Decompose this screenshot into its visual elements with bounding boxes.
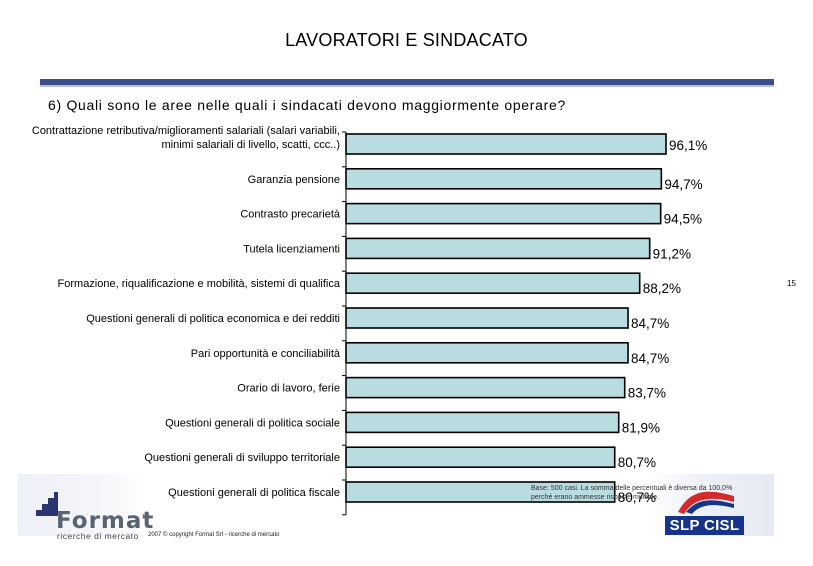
format-trademark: TM <box>142 514 150 520</box>
category-label: Questioni generali di politica fiscale <box>168 487 340 499</box>
data-label: 94,7% <box>664 177 702 192</box>
category-label: Orario di lavoro, ferie <box>237 383 340 395</box>
title-rule-shadow <box>40 85 774 87</box>
bar <box>345 341 629 364</box>
slp-cisl-logo: SLP CISL <box>665 516 744 535</box>
bar <box>345 411 620 434</box>
data-label: 81,9% <box>622 420 660 435</box>
survey-question: 6) Quali sono le aree nelle quali i sind… <box>48 97 566 113</box>
data-label: 96,1% <box>669 138 707 153</box>
format-steps-icon <box>36 492 58 516</box>
slide-title: LAVORATORI E SINDACATO <box>285 30 528 50</box>
category-label: Formazione, riqualificazione e mobilità,… <box>58 278 341 290</box>
category-label: Questioni generali di politica sociale <box>165 417 340 429</box>
copyright-text: 2007 © copyright Format Srl - ricerche d… <box>148 532 280 538</box>
title-rule <box>40 79 774 85</box>
base-note: Base: 500 casi. La somma delle percentua… <box>531 485 733 501</box>
category-label: Questioni generali di politica economica… <box>86 313 340 325</box>
data-label: 84,7% <box>631 316 669 331</box>
bar <box>345 168 663 190</box>
category-label: Tutela licenziamenti <box>243 243 340 255</box>
bar <box>345 376 626 399</box>
data-label: 84,7% <box>631 351 669 366</box>
page-number: 15 <box>787 279 796 288</box>
bar <box>345 133 667 155</box>
category-label: Garanzia pensione <box>248 174 340 186</box>
data-label: 88,2% <box>643 281 681 296</box>
category-label: Questioni generali di sviluppo territori… <box>144 452 340 464</box>
bar <box>345 481 616 503</box>
bar <box>345 307 629 329</box>
format-subtitle: ricerche di mercato <box>57 531 139 541</box>
category-label: Contrasto precarietà <box>240 209 341 221</box>
category-label: Pari opportunità e conciliabilità <box>191 348 341 360</box>
data-label: 80,7% <box>618 490 656 505</box>
bar <box>345 272 641 295</box>
bar <box>345 202 662 225</box>
data-label: 91,2% <box>653 246 691 261</box>
bar <box>345 446 616 469</box>
slp-flag-icon <box>678 491 734 514</box>
bar <box>345 237 651 260</box>
category-label: Contrattazione retributiva/miglioramenti… <box>32 125 340 151</box>
format-brand-band <box>18 474 146 536</box>
data-label: 83,7% <box>628 386 666 401</box>
data-label: 80,7% <box>618 455 656 470</box>
data-label: 94,5% <box>664 212 702 227</box>
format-logo: Format <box>56 508 155 534</box>
